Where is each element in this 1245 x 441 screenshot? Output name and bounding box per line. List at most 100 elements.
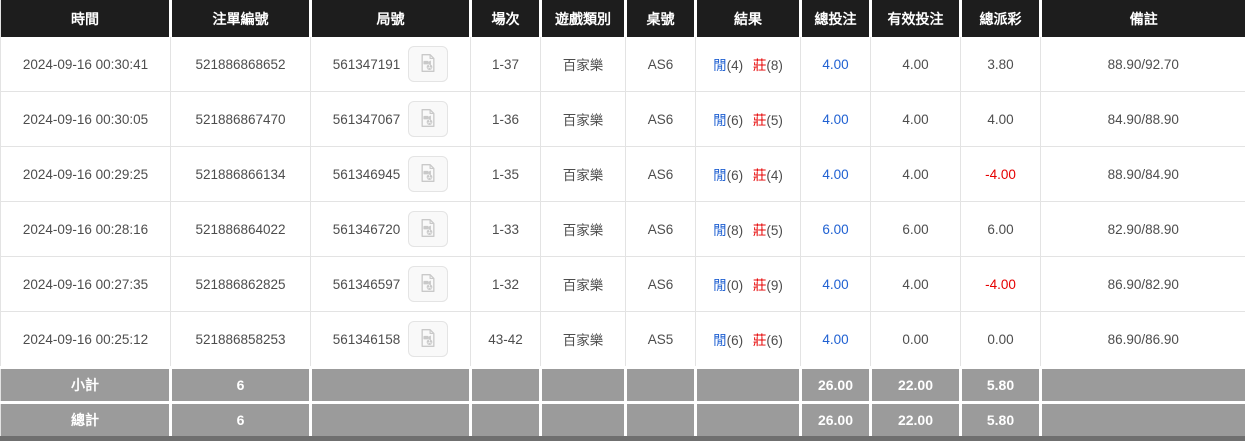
video-replay-button[interactable] xyxy=(408,46,448,82)
video-file-icon xyxy=(417,273,439,296)
banker-result-value: (4) xyxy=(766,168,783,183)
table-row: 2024-09-16 00:27:35 521886862825 5613465… xyxy=(1,257,1245,312)
payout-value: 3.80 xyxy=(987,57,1013,72)
total-row: 總計 6 26.00 22.00 5.80 xyxy=(1,403,1245,439)
time-cell: 2024-09-16 00:28:16 xyxy=(1,202,171,257)
bet-id-cell: 521886868652 xyxy=(171,37,311,92)
remark-cell: 88.90/92.70 xyxy=(1041,37,1245,92)
round-no-value: 561347067 xyxy=(333,112,401,127)
total-bet-link[interactable]: 4.00 xyxy=(822,277,848,292)
bet-id-cell: 521886858253 xyxy=(171,312,311,368)
col-header-round-no: 局號 xyxy=(311,0,471,37)
video-replay-button[interactable] xyxy=(408,211,448,247)
banker-result-label: 莊 xyxy=(753,58,767,73)
time-value: 2024-09-16 00:28:16 xyxy=(23,222,148,237)
total-bet-cell: 4.00 xyxy=(801,92,871,147)
time-cell: 2024-09-16 00:25:12 xyxy=(1,312,171,368)
session-value: 1-33 xyxy=(492,222,519,237)
subtotal-count: 6 xyxy=(171,368,311,403)
total-bet-link[interactable]: 4.00 xyxy=(822,167,848,182)
table-no-cell: AS6 xyxy=(626,257,696,312)
time-value: 2024-09-16 00:30:41 xyxy=(23,57,148,72)
video-replay-button[interactable] xyxy=(408,101,448,137)
round-no-cell: 561346720 xyxy=(311,202,471,257)
valid-bet-cell: 4.00 xyxy=(871,147,961,202)
total-bet-link[interactable]: 4.00 xyxy=(822,57,848,72)
video-replay-button[interactable] xyxy=(408,266,448,302)
valid-bet-cell: 4.00 xyxy=(871,92,961,147)
player-result-label: 閒 xyxy=(713,223,727,238)
table-no-value: AS6 xyxy=(648,167,674,182)
player-result-value: (6) xyxy=(727,333,744,348)
result-cell: 閒(0) 莊(9) xyxy=(696,257,801,312)
session-value: 1-32 xyxy=(492,277,519,292)
bet-id-value: 521886868652 xyxy=(195,57,285,72)
result-cell: 閒(8) 莊(5) xyxy=(696,202,801,257)
valid-bet-value: 6.00 xyxy=(902,222,928,237)
remark-cell: 86.90/82.90 xyxy=(1041,257,1245,312)
total-bet-cell: 4.00 xyxy=(801,147,871,202)
subtotal-label: 小計 xyxy=(1,368,171,403)
total-payout: 5.80 xyxy=(961,403,1041,439)
session-value: 1-35 xyxy=(492,167,519,182)
video-file-icon xyxy=(417,163,439,186)
video-file-icon xyxy=(417,218,439,241)
payout-cell: 6.00 xyxy=(961,202,1041,257)
payout-value: 0.00 xyxy=(987,332,1013,347)
subtotal-row: 小計 6 26.00 22.00 5.80 xyxy=(1,368,1245,403)
banker-result-label: 莊 xyxy=(753,333,767,348)
game-type-value: 百家樂 xyxy=(563,58,604,73)
table-no-value: AS6 xyxy=(648,112,674,127)
result-cell: 閒(4) 莊(8) xyxy=(696,37,801,92)
table-no-cell: AS6 xyxy=(626,37,696,92)
result-cell: 閒(6) 莊(5) xyxy=(696,92,801,147)
subtotal-valid-bet: 22.00 xyxy=(871,368,961,403)
video-replay-button[interactable] xyxy=(408,156,448,192)
game-type-value: 百家樂 xyxy=(563,168,604,183)
col-header-session: 場次 xyxy=(471,0,541,37)
bet-id-cell: 521886866134 xyxy=(171,147,311,202)
bet-id-cell: 521886867470 xyxy=(171,92,311,147)
session-cell: 1-35 xyxy=(471,147,541,202)
round-no-value: 561346720 xyxy=(333,222,401,237)
player-result-label: 閒 xyxy=(713,333,727,348)
banker-result-value: (5) xyxy=(766,113,783,128)
time-value: 2024-09-16 00:27:35 xyxy=(23,277,148,292)
session-value: 43-42 xyxy=(488,332,523,347)
total-bet-link[interactable]: 6.00 xyxy=(822,222,848,237)
banker-result-label: 莊 xyxy=(753,113,767,128)
remark-value: 82.90/88.90 xyxy=(1108,222,1179,237)
total-bet-cell: 4.00 xyxy=(801,312,871,368)
total-bet-link[interactable]: 4.00 xyxy=(822,332,848,347)
video-replay-button[interactable] xyxy=(408,321,448,357)
time-cell: 2024-09-16 00:30:41 xyxy=(1,37,171,92)
player-result-value: (4) xyxy=(727,58,744,73)
valid-bet-cell: 4.00 xyxy=(871,37,961,92)
valid-bet-value: 0.00 xyxy=(902,332,928,347)
round-no-cell: 561346945 xyxy=(311,147,471,202)
header-row: 時間 注單編號 局號 場次 遊戲類別 桌號 結果 總投注 有效投注 總派彩 備註 xyxy=(1,0,1245,37)
banker-result-value: (5) xyxy=(766,223,783,238)
remark-value: 88.90/92.70 xyxy=(1108,57,1179,72)
table-row: 2024-09-16 00:29:25 521886866134 5613469… xyxy=(1,147,1245,202)
round-no-value: 561347191 xyxy=(333,57,401,72)
remark-value: 86.90/86.90 xyxy=(1108,332,1179,347)
bet-id-value: 521886866134 xyxy=(195,167,285,182)
session-cell: 43-42 xyxy=(471,312,541,368)
remark-value: 88.90/84.90 xyxy=(1108,167,1179,182)
payout-cell: 0.00 xyxy=(961,312,1041,368)
remark-cell: 84.90/88.90 xyxy=(1041,92,1245,147)
table-no-cell: AS5 xyxy=(626,312,696,368)
video-file-icon xyxy=(417,53,439,76)
time-cell: 2024-09-16 00:29:25 xyxy=(1,147,171,202)
table-no-cell: AS6 xyxy=(626,202,696,257)
game-type-cell: 百家樂 xyxy=(541,147,626,202)
payout-cell: -4.00 xyxy=(961,257,1041,312)
valid-bet-cell: 4.00 xyxy=(871,257,961,312)
payout-value: 4.00 xyxy=(987,112,1013,127)
total-bet-cell: 6.00 xyxy=(801,202,871,257)
payout-cell: 3.80 xyxy=(961,37,1041,92)
remark-cell: 88.90/84.90 xyxy=(1041,147,1245,202)
payout-cell: 4.00 xyxy=(961,92,1041,147)
total-bet-link[interactable]: 4.00 xyxy=(822,112,848,127)
